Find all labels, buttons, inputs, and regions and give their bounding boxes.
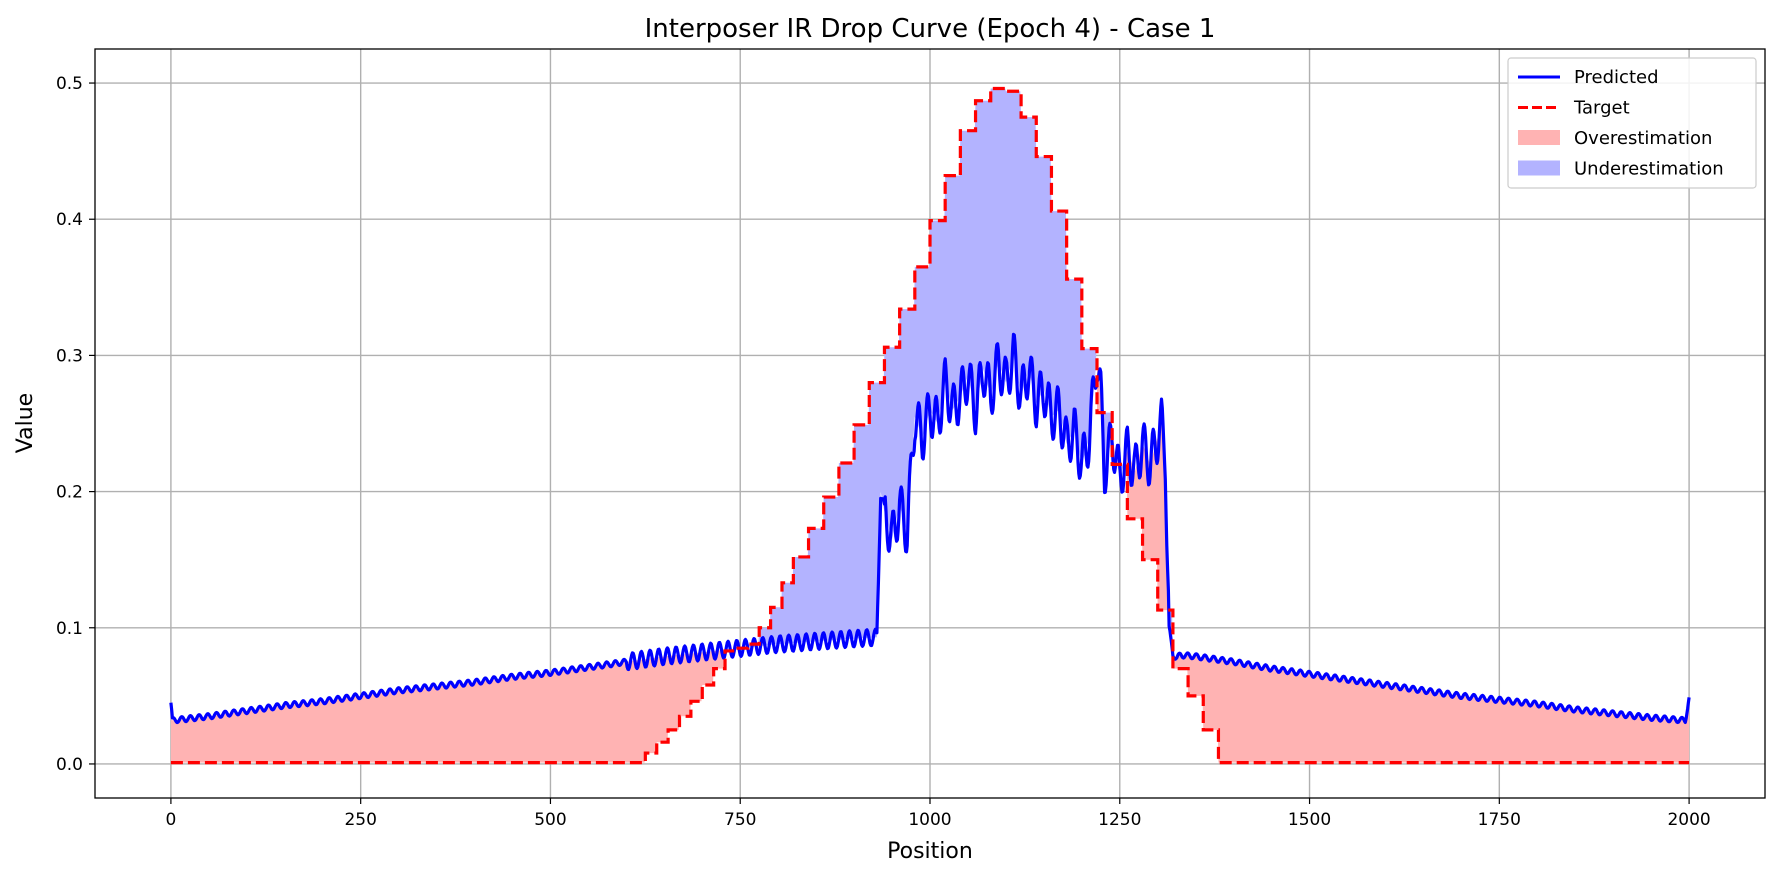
y-tick-label: 0.2	[56, 483, 83, 503]
x-tick-label: 2000	[1667, 810, 1710, 830]
x-tick-label: 0	[165, 810, 176, 830]
y-tick-label: 0.4	[56, 210, 83, 230]
underestimation-region	[747, 88, 1097, 648]
legend-underestimation-swatch	[1518, 160, 1560, 176]
legend-predicted-label: Predicted	[1574, 67, 1659, 88]
chart-title: Interposer IR Drop Curve (Epoch 4) - Cas…	[645, 14, 1216, 44]
y-axis-label: Value	[13, 393, 38, 453]
axes-layer: 0 250 500 750 1000 1250 1500 1750 2000 0.0 0.1 0.2 0…	[56, 48, 1766, 830]
x-tick-label: 500	[534, 810, 566, 830]
predicted-line	[169, 332, 1691, 725]
legend-target-label: Target	[1573, 98, 1630, 119]
y-tick-label: 0.3	[56, 346, 83, 366]
plot-frame	[94, 48, 1766, 799]
legend-overestimation-label: Overestimation	[1574, 128, 1712, 149]
y-tick-label: 0.1	[56, 619, 83, 639]
x-tick-label: 1750	[1478, 810, 1521, 830]
legend-underestimation-label: Underestimation	[1574, 159, 1724, 180]
x-tick-label: 1500	[1288, 810, 1331, 830]
legend-overestimation-swatch	[1518, 130, 1560, 145]
x-tick-label: 250	[344, 810, 376, 830]
x-tick-label: 1000	[908, 810, 951, 830]
legend: Predicted Target Overestimation Underestima…	[1507, 57, 1757, 189]
overestimation-region	[170, 648, 736, 763]
x-axis-label: Position	[887, 839, 973, 864]
text-layer: Interposer IR Drop Curve (Epoch 4) - Cas…	[13, 14, 1215, 864]
x-tick-label: 1250	[1098, 810, 1141, 830]
x-tick-label: 750	[724, 810, 756, 830]
overestimation-region	[1172, 655, 1690, 763]
y-tick-label: 0.5	[56, 74, 83, 94]
target-line	[170, 86, 1690, 765]
legend-box	[1507, 57, 1757, 189]
line-layer	[169, 86, 1691, 765]
y-tick-label: 0.0	[56, 755, 83, 775]
